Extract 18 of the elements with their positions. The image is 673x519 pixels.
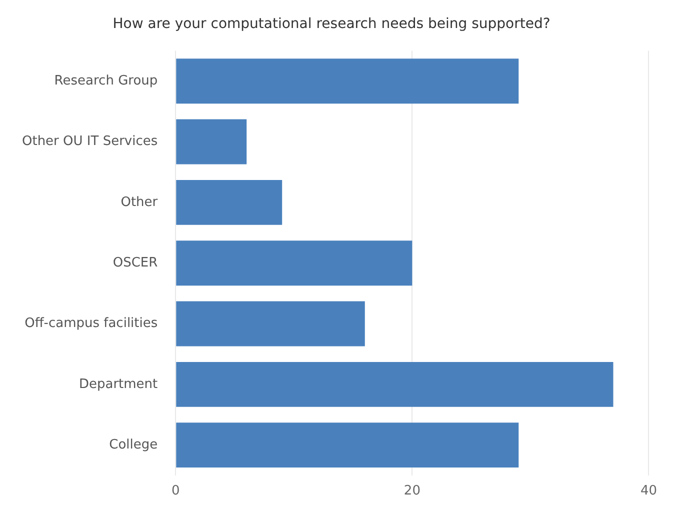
x-tick-label: 40 — [640, 484, 657, 499]
bar — [176, 240, 412, 286]
y-tick-label: College — [109, 437, 158, 452]
y-tick-label: Department — [78, 376, 158, 392]
bar — [176, 301, 365, 346]
y-tick-label: Other OU IT Services — [22, 134, 158, 150]
y-tick-label: Other — [120, 194, 158, 210]
bar — [176, 58, 519, 104]
bar — [176, 422, 519, 468]
y-tick-label: Off-campus facilities — [24, 316, 158, 332]
y-tick-label: Research Group — [54, 74, 158, 89]
bar — [176, 362, 614, 407]
bar — [176, 180, 282, 225]
x-tick-label: 20 — [404, 484, 420, 499]
x-tick-label: 0 — [172, 484, 180, 499]
chart-title: How are your computational research needs being supported? — [112, 16, 550, 32]
bar — [176, 119, 247, 164]
y-tick-label: OSCER — [112, 255, 158, 270]
